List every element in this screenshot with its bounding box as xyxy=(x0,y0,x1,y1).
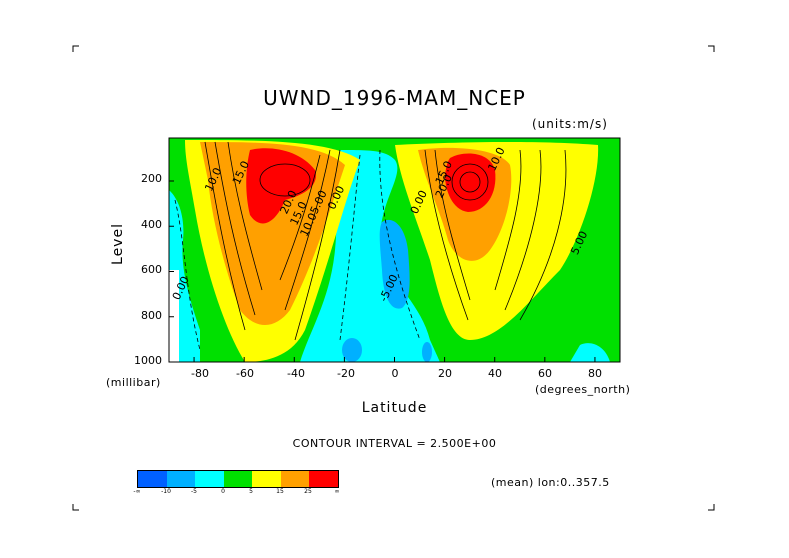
colorbar-swatch xyxy=(138,471,167,487)
chart-title: UWND_1996-MAM_NCEP xyxy=(263,86,526,110)
contour-interval-text: CONTOUR INTERVAL = 2.500E+00 xyxy=(292,437,497,450)
x-tick-label: -60 xyxy=(236,367,254,380)
colorbar-label: 15 xyxy=(276,488,284,495)
y-axis-unit: (millibar) xyxy=(106,376,161,389)
contour-line xyxy=(294,149,341,341)
x-tick-label: -20 xyxy=(337,367,355,380)
contour-line xyxy=(459,171,481,193)
fill-band-neg-right xyxy=(570,343,610,362)
x-tick-label: 60 xyxy=(538,367,552,380)
y-axis-label: Level xyxy=(110,223,126,265)
colorbar-swatch xyxy=(166,471,196,487)
colorbar-label: -5 xyxy=(191,488,197,495)
fill-band-neg-blob1 xyxy=(342,338,362,362)
colorbar-label: ∞ xyxy=(334,488,340,495)
x-tick-label: 20 xyxy=(438,367,452,380)
contour-line xyxy=(279,154,321,281)
colorbar xyxy=(137,470,339,488)
x-tick-label: -40 xyxy=(287,367,305,380)
contour-line xyxy=(174,199,201,351)
colorbar-label: 0 xyxy=(221,488,225,495)
contour-line xyxy=(379,149,421,341)
contour-line xyxy=(434,149,471,301)
contour-line xyxy=(451,163,489,201)
contour-line xyxy=(227,141,263,291)
fill-band-neg-blob2 xyxy=(422,342,432,362)
contour-line xyxy=(204,141,246,331)
y-tick-label: 400 xyxy=(141,218,162,231)
contour-line xyxy=(504,149,542,311)
mean-lon-text: (mean) lon:0..357.5 xyxy=(491,476,610,489)
contour-line xyxy=(494,149,522,291)
colorbar-label: 5 xyxy=(249,488,253,495)
fill-band-sh-red xyxy=(246,148,316,224)
colorbar-label: 25 xyxy=(304,488,312,495)
contour-line xyxy=(259,163,311,197)
x-tick-label: 0 xyxy=(391,367,399,380)
x-axis-label: Latitude xyxy=(361,400,428,416)
colorbar-swatch xyxy=(252,471,281,487)
colorbar-swatch xyxy=(195,471,224,487)
contour-line xyxy=(424,149,469,321)
colorbar-label: -10 xyxy=(161,488,171,495)
y-tick-label: 200 xyxy=(141,172,162,185)
contour-line xyxy=(214,141,256,316)
fill-band-neg-center xyxy=(300,150,440,362)
y-tick-label: 800 xyxy=(141,309,162,322)
contour-lines xyxy=(174,141,567,351)
y-tick-label: 1000 xyxy=(134,354,162,367)
contour-line xyxy=(339,154,361,341)
contour-line xyxy=(519,149,567,321)
fill-band-nh-red xyxy=(445,153,496,212)
units-label: (units:m/s) xyxy=(532,117,608,131)
colorbar-swatch xyxy=(309,471,339,487)
fill-band-white-corner xyxy=(169,270,179,362)
colorbar-swatch xyxy=(280,471,310,487)
contour-line xyxy=(284,149,331,311)
y-tick-label: 600 xyxy=(141,263,162,276)
tick-marks xyxy=(169,180,596,363)
x-tick-label: 80 xyxy=(588,367,602,380)
colorbar-label: -∞ xyxy=(133,488,141,495)
x-tick-label: -80 xyxy=(191,367,209,380)
fill-band-neg-mid xyxy=(379,219,410,309)
colorbar-swatch xyxy=(223,471,253,487)
x-tick-label: 40 xyxy=(488,367,502,380)
x-axis-unit: (degrees_north) xyxy=(535,383,631,396)
contour-fill-group xyxy=(169,138,620,362)
